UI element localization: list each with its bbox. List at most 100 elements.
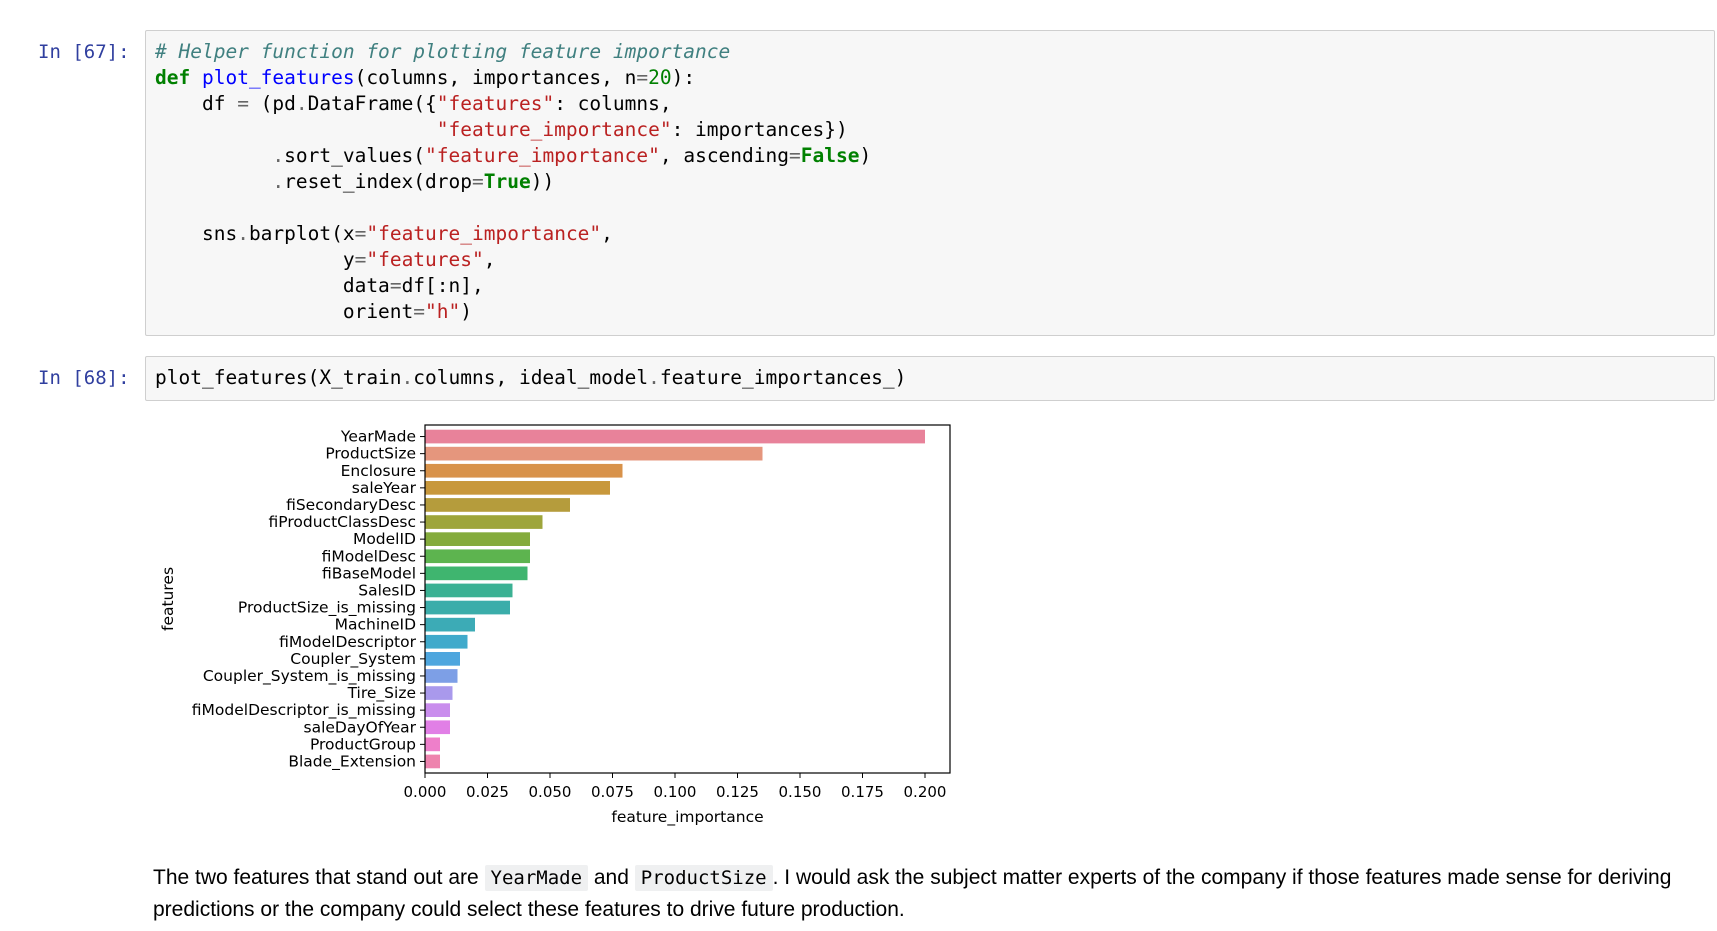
code-editor[interactable]: plot_features(X_train.columns, ideal_mod…: [145, 356, 1715, 401]
code-token: .: [648, 366, 660, 389]
code-token: "feature_importance": [425, 144, 660, 167]
feature-importance-chart: YearMadeProductSizeEnclosuresaleYearfiSe…: [159, 424, 951, 827]
code-token: columns, ideal_model: [413, 366, 649, 389]
x-tick-label: 0.000: [404, 783, 447, 801]
y-tick-label: SalesID: [358, 581, 416, 599]
y-tick-label: Blade_Extension: [288, 752, 416, 771]
bar: [425, 583, 513, 598]
code-token: def: [155, 66, 191, 89]
code-token: =: [389, 274, 402, 297]
y-tick-label: saleYear: [352, 479, 417, 497]
code-token: =: [789, 144, 801, 167]
y-tick-label: ModelID: [353, 530, 416, 548]
code-token: .: [272, 170, 285, 193]
bar: [425, 754, 440, 769]
code-token: [155, 118, 437, 141]
code-token: [155, 144, 272, 167]
x-tick-label: 0.050: [529, 783, 572, 801]
y-tick-label: ProductGroup: [310, 735, 416, 753]
code-text[interactable]: plot_features(X_train.columns, ideal_mod…: [146, 357, 1714, 399]
bar: [425, 720, 450, 735]
inline-code-productsize: ProductSize: [634, 865, 773, 891]
bar: [425, 566, 528, 581]
markdown-cell: The two features that stand out are Year…: [153, 862, 1693, 925]
y-tick-label: fiModelDescriptor: [279, 633, 416, 651]
code-token: "features": [436, 92, 555, 115]
x-tick-label: 0.150: [779, 783, 822, 801]
y-tick-label: fiProductClassDesc: [269, 513, 416, 531]
code-token: (columns, importances, n: [354, 66, 637, 89]
code-token: .: [237, 222, 249, 245]
code-token: sort_values(: [284, 144, 426, 167]
code-token: , ascending: [659, 144, 789, 167]
code-token: "feature_importance": [436, 118, 672, 141]
y-axis-label: features: [159, 567, 177, 631]
y-tick-label: fiSecondaryDesc: [286, 496, 416, 514]
y-tick-label: ProductSize_is_missing: [238, 599, 416, 618]
y-tick-label: Coupler_System_is_missing: [203, 667, 416, 686]
x-axis-label: feature_importance: [611, 808, 763, 827]
code-token: orient: [155, 300, 414, 323]
y-tick-label: fiModelDescriptor_is_missing: [192, 701, 416, 720]
bar: [425, 737, 440, 752]
code-token: data: [155, 274, 390, 297]
x-tick-label: 0.125: [716, 783, 759, 801]
x-tick-label: 0.200: [904, 783, 947, 801]
code-token: .: [401, 366, 414, 389]
code-token: df: [155, 92, 238, 115]
y-tick-label: fiBaseModel: [322, 564, 416, 582]
code-token: =: [413, 300, 426, 323]
cell-prompt: In [67]:: [38, 41, 130, 63]
markdown-text-mid: and: [588, 866, 635, 889]
y-tick-label: ProductSize: [325, 445, 416, 463]
code-token: sns: [155, 222, 238, 245]
code-token: "feature_importance": [366, 222, 602, 245]
code-token: .: [272, 144, 285, 167]
bar: [425, 703, 450, 717]
bar: [425, 617, 475, 632]
bar: [425, 634, 468, 649]
code-editor[interactable]: # Helper function for plotting feature i…: [145, 30, 1715, 336]
code-text[interactable]: # Helper function for plotting feature i…: [146, 31, 1714, 333]
code-token: "h": [425, 300, 461, 323]
code-token: ,: [483, 248, 496, 271]
bar: [425, 652, 460, 666]
y-tick-label: Enclosure: [341, 462, 416, 480]
bar: [425, 686, 453, 700]
bar: [425, 446, 763, 461]
bar: [425, 549, 530, 564]
code-token: y: [155, 248, 355, 271]
code-token: # Helper function for plotting feature i…: [155, 40, 731, 63]
code-token: =: [354, 222, 367, 245]
bar: [425, 515, 543, 529]
cell-prompt: In [68]:: [38, 367, 130, 389]
y-tick-label: YearMade: [340, 428, 416, 446]
code-token: =: [636, 66, 649, 89]
y-tick-label: Tire_Size: [347, 684, 416, 703]
markdown-text-pre: The two features that stand out are: [153, 866, 485, 889]
code-token: plot_features(X_train: [155, 366, 402, 389]
code-token: "features": [366, 248, 484, 271]
code-token: .: [295, 92, 308, 115]
x-tick-label: 0.075: [591, 783, 634, 801]
code-token: plot_features: [201, 66, 355, 89]
code-token: False: [800, 144, 860, 167]
code-token: ,: [601, 222, 613, 245]
code-token: [155, 170, 272, 193]
bar: [425, 600, 510, 615]
markdown-text-post: . I would ask the subject matter experts…: [153, 866, 1672, 921]
code-token: : importances}): [671, 118, 848, 141]
code-token: =: [237, 92, 249, 115]
code-token: : columns,: [554, 92, 672, 115]
x-tick-label: 0.100: [654, 783, 697, 801]
code-token: (pd: [248, 92, 296, 115]
code-token: ): [460, 300, 473, 323]
bar: [425, 532, 530, 546]
y-tick-label: MachineID: [335, 616, 416, 634]
code-token: True: [483, 170, 531, 193]
code-token: 20: [648, 66, 672, 89]
code-token: df[:n],: [401, 274, 484, 297]
code-token: =: [472, 170, 484, 193]
code-token: [190, 66, 202, 89]
code-token: =: [354, 248, 367, 271]
